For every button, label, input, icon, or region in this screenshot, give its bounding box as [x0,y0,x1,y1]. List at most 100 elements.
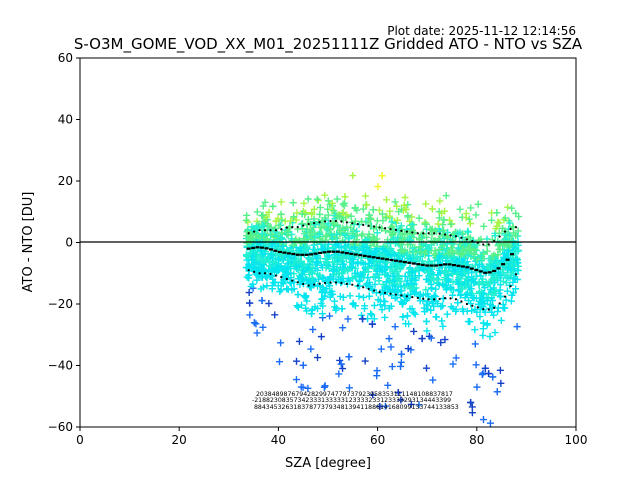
scatter-point [494,307,502,315]
scatter-point [265,266,273,274]
scatter-point [259,202,267,210]
scatter-point [339,260,347,268]
scatter-point [479,280,487,288]
lower-std-mark [313,283,316,286]
lower-std-mark [247,269,250,272]
scatter-point [313,270,321,278]
lower-std-mark [323,281,327,285]
lower-std-mark [263,272,267,275]
x-tick-label: 20 [172,433,187,447]
upper-std-mark [247,232,250,235]
scatter-point [402,206,410,214]
scatter-point [306,255,314,263]
scatter-point [467,204,475,212]
scatter-point [259,211,267,219]
scatter-point [471,326,479,334]
scatter-point [362,192,370,200]
scatter-point [466,234,474,242]
scatter-point [489,275,497,283]
scatter-point [277,210,285,218]
scatter-point [259,283,267,291]
scatter-point [465,215,473,223]
scatter-point [245,289,253,297]
scatter-point [318,288,326,296]
lower-std-mark [285,277,288,281]
y-tick-label: −20 [48,297,73,311]
scatter-point [408,221,416,229]
scatter-point [431,247,439,255]
upper-std-mark [509,227,512,231]
scatter-point [349,172,357,180]
scatter-point [474,200,482,208]
scatter-point [454,244,462,252]
scatter-point [422,275,430,283]
scatter-point [512,209,520,217]
scatter-point [265,299,273,307]
scatter-point [514,266,522,274]
scatter-point [475,236,483,244]
lower-std-mark [422,297,425,300]
lower-std-mark [476,306,479,309]
x-tick-label: 60 [370,433,385,447]
upper-std-mark [318,221,321,224]
scatter-point [393,202,401,210]
scatter-point [293,302,301,310]
scatter-point [457,271,465,279]
scatter-point [308,274,316,282]
scatter-point [364,268,372,276]
scatter-point [308,209,316,217]
upper-std-mark [351,222,354,225]
scatter-point [274,245,282,253]
scatter-point [462,282,470,290]
scatter-point [397,396,405,404]
scatter-point [260,268,268,276]
scatter-point [253,329,261,337]
scatter-point [250,319,258,327]
scatter-point [421,220,429,228]
scatter-point [480,319,488,327]
scatter-point [415,401,423,409]
scatter-point [333,195,341,203]
scatter-point [359,293,367,301]
scatter-point [253,239,261,247]
scatter-point [254,224,262,232]
scatter-point [382,196,390,204]
scatter-point [276,234,284,242]
scatter-point [278,216,286,224]
scatter-point [513,256,521,264]
scatter-point [498,224,506,232]
scatter-point [428,274,436,282]
scatter-point [300,260,308,268]
scatter-point [512,285,520,293]
scatter-point [464,227,472,235]
scatter-point [339,200,347,208]
scatter-point [491,329,499,337]
lower-std-mark [318,282,321,285]
lower-std-mark [302,282,305,286]
scatter-point [344,266,352,274]
scatter-point [442,192,450,200]
upper-std-mark [498,235,501,238]
scatter-point [443,234,451,242]
upper-std-mark [356,222,359,226]
scatter-point [298,210,306,218]
scatter-point [411,310,419,318]
scatter-point [471,250,479,258]
scatter-point [456,205,464,213]
lower-std-mark [351,283,354,286]
lower-std-mark [274,274,278,277]
scatter-point [292,263,300,271]
upper-std-mark [465,238,468,241]
scatter-point [418,335,426,343]
scatter-point [314,196,322,204]
scatter-point [303,244,311,252]
scatter-point [347,212,355,220]
scatter-point [261,198,269,206]
scatter-point [330,258,338,266]
scatter-point [373,229,381,237]
scatter-point [339,365,347,373]
scatter-point [242,216,250,224]
scatter-point [348,274,356,282]
upper-std-mark [427,232,430,235]
scatter-point [432,250,440,258]
